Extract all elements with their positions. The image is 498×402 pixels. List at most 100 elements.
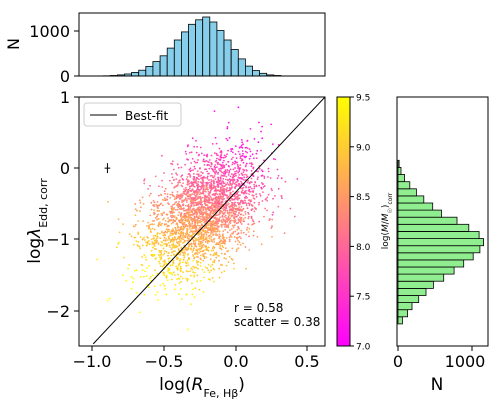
scatter-point [196,261,199,264]
scatter-point [145,275,148,277]
scatter-point [214,152,216,155]
scatter-point [211,247,214,250]
scatter-point [189,274,192,277]
scatter-point [171,211,174,213]
scatter-point [227,165,230,167]
colorbar-tick-label: 7.0 [356,343,371,353]
top-hist-bar [180,31,189,77]
scatter-point [293,215,296,218]
scatter-point [181,185,184,188]
scatter-point [248,227,251,230]
scatter-point [200,254,202,257]
scatter-point [223,257,226,259]
legend-label: Best-fit [125,109,168,123]
scatter-point [223,192,226,194]
scatter-point [189,189,191,192]
scatter-point [163,252,166,255]
scatter-point [211,263,214,266]
scatter-point [157,243,160,245]
scatter-point [192,169,194,172]
scatter-point [151,220,154,222]
scatter-point [187,253,189,256]
scatter-point [200,220,203,223]
scatter-point [189,231,191,234]
scatter-point [134,236,137,239]
scatter-point [154,234,157,237]
right-hist-bar [397,309,409,318]
colorbar-gradient [336,96,351,347]
scatter-point [192,226,195,229]
scatter-point [250,215,253,218]
scatter-point [211,229,214,232]
scatter-point [247,215,250,218]
scatter-point [177,184,179,186]
scatter-point [193,274,196,277]
xtick-label-0.5: 0.5 [294,352,319,371]
scatter-point [238,168,241,170]
scatter-point [238,241,241,244]
scatter-point [196,186,199,189]
scatter-point [161,186,164,188]
scatter-point [191,293,194,296]
scatter-point [164,231,166,234]
scatter-point [152,200,155,202]
scatter-point [222,230,225,233]
top-hist-bar [159,55,168,77]
scatter-point [209,213,212,215]
scatter-point [170,254,173,257]
scatter-point [218,205,221,208]
scatter-point [209,253,212,256]
scatter-point [214,196,217,199]
scatter-point [277,174,280,177]
scatter-point [177,206,180,209]
scatter-point [156,215,158,218]
scatter-point [280,195,283,198]
scatter-point [173,274,176,276]
scatter-point [200,233,203,236]
scatter-point [242,143,244,146]
scatter-point [178,221,181,224]
scatter-point [180,225,183,228]
scatter-point [161,222,163,225]
scatter-point [242,171,245,174]
scatter-point [183,212,186,215]
scatter-point [143,179,146,182]
scatter-point [225,175,228,178]
scatter-point [166,193,169,196]
scatter-point [196,177,199,180]
scatter-point [197,188,200,191]
scatter-point [164,220,167,222]
scatter-point [211,207,214,210]
scatter-point [234,153,237,156]
scatter-point [149,184,152,187]
scatter-point [199,257,202,260]
scatter-point [234,170,237,173]
scatter-point [248,249,251,251]
scatter-point [220,225,223,228]
top-hist-bar [244,65,253,77]
scatter-point [148,243,151,246]
scatter-point [177,214,180,217]
scatter-point [155,257,158,259]
scatter-point [252,167,255,170]
scatter-point [175,267,178,270]
scatter-point [178,201,180,203]
scatter-point [240,213,243,216]
scatter-point [165,237,168,240]
scatter-point [219,240,221,243]
scatter-point [211,143,214,145]
scatter-point [222,156,225,159]
scatter-point [143,182,146,185]
scatter-point [144,256,147,259]
scatter-point [200,198,202,201]
scatter-point [156,210,159,212]
scatter-point [248,204,251,207]
scatter-point [246,151,249,154]
scatter-point [183,256,186,259]
scatter-point [164,234,166,237]
scatter-point [152,237,155,240]
scatter-point [253,157,255,160]
top-hist-bar [216,30,225,77]
scatter-point [222,182,225,185]
scatter-point [192,212,195,215]
